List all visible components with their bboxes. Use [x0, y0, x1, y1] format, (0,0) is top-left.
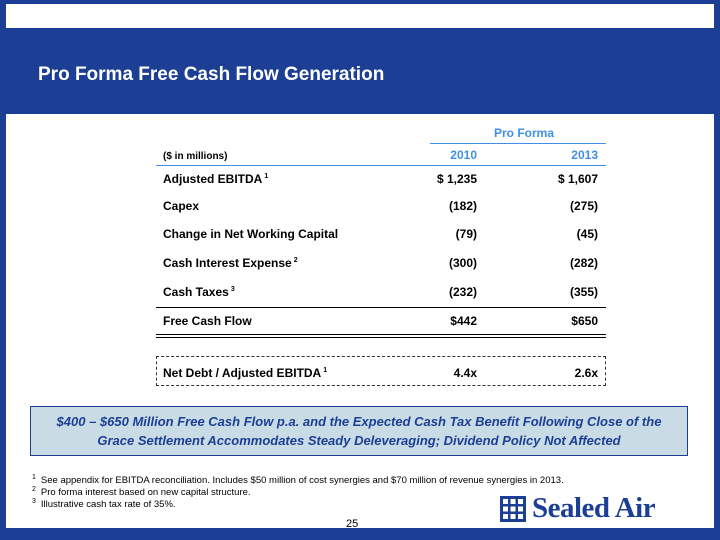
double-underline-top — [156, 334, 606, 335]
cell-net-debt-2010: 4.4x — [453, 366, 477, 380]
logo-text: Sealed Air — [532, 492, 656, 524]
footnote-2: 2 Pro forma interest based on new capital… — [32, 486, 251, 499]
cell-fcf-2010: $442 — [450, 314, 477, 328]
sealed-air-logo: Sealed Air — [500, 492, 656, 525]
col-2013-header: 2013 — [571, 148, 598, 162]
double-underline-bottom — [156, 337, 606, 338]
net-debt-box — [156, 356, 606, 386]
unit-label: ($ in millions) — [163, 151, 228, 162]
row-label-capex: Capex — [163, 199, 200, 213]
pro-forma-underline — [430, 143, 606, 144]
logo-grid-icon — [500, 495, 526, 522]
footnote-ref: 1 — [323, 367, 328, 374]
footnote-ref: 1 — [264, 173, 269, 180]
page-title: Pro Forma Free Cash Flow Generation — [38, 64, 385, 85]
cell-capex-2013: (275) — [569, 199, 598, 213]
cell-capex-2010: (182) — [448, 199, 477, 213]
header-divider — [156, 165, 606, 166]
cell-net-debt-2013: 2.6x — [574, 366, 598, 380]
cell-cash-taxes-2013: (355) — [569, 285, 598, 299]
total-divider — [156, 307, 606, 308]
cell-nwc-2010: (79) — [455, 227, 477, 241]
cell-cash-interest-2010: (300) — [448, 256, 477, 270]
cell-adjusted-ebitda-2010: $ 1,235 — [436, 172, 477, 186]
page-number: 25 — [346, 518, 359, 530]
cell-nwc-2013: (45) — [576, 227, 598, 241]
row-label-net-working-capital: Change in Net Working Capital — [163, 227, 339, 241]
footnote-ref: 3 — [230, 286, 235, 293]
row-label-free-cash-flow: Free Cash Flow — [163, 314, 252, 328]
row-label-cash-taxes: Cash Taxes 3 — [163, 285, 235, 299]
cell-cash-taxes-2010: (232) — [448, 285, 477, 299]
callout-text: $400 – $650 Million Free Cash Flow p.a. … — [56, 414, 662, 448]
row-label-cash-interest: Cash Interest Expense 2 — [163, 256, 298, 270]
col-2010-header: 2010 — [450, 148, 477, 162]
cell-adjusted-ebitda-2013: $ 1,607 — [557, 172, 598, 186]
row-label-net-debt: Net Debt / Adjusted EBITDA 1 — [163, 366, 328, 380]
row-label-adjusted-ebitda: Adjusted EBITDA 1 — [163, 172, 269, 186]
cell-fcf-2013: $650 — [571, 314, 598, 328]
footnote-3: 3 Illustrative cash tax rate of 35%. — [32, 498, 176, 511]
title-bar — [6, 28, 714, 114]
pro-forma-header: Pro Forma — [494, 126, 555, 140]
footnote-ref: 2 — [293, 257, 298, 264]
callout-box: $400 – $650 Million Free Cash Flow p.a. … — [30, 406, 688, 456]
cell-cash-interest-2013: (282) — [569, 256, 598, 270]
footnote-1: 1 See appendix for EBITDA reconciliation.… — [32, 474, 564, 487]
